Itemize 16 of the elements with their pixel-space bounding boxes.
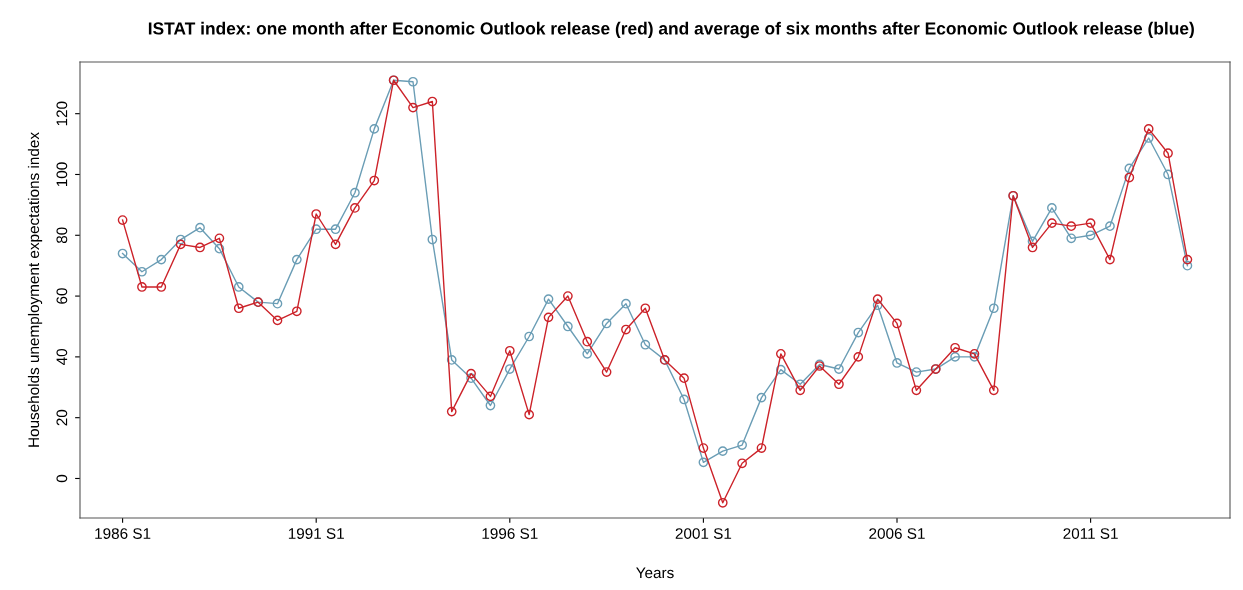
x-tick-label: 1991 S1: [288, 528, 344, 539]
x-axis-title: Years: [636, 567, 674, 579]
x-tick-label: 1986 S1: [95, 528, 151, 539]
y-tick-label: 20: [56, 409, 68, 426]
y-tick-label: 80: [56, 227, 68, 244]
y-tick-label: 60: [56, 288, 68, 304]
y-tick-label: 0: [56, 474, 68, 483]
y-tick-label: 40: [56, 348, 68, 366]
x-tick-label: 2011 S1: [1063, 528, 1118, 539]
y-axis-title: Households unemployment expectations index: [27, 132, 43, 447]
y-tick-label: 100: [56, 162, 68, 187]
x-tick-label: 2001 S1: [675, 528, 732, 539]
x-tick-label: 2006 S1: [869, 528, 925, 539]
x-tick-label: 1996 S1: [482, 528, 538, 539]
chart-title: ISTAT index: one month after Economic Outlook release (red) and average of six months after Economic Outlook release (blue): [148, 21, 1194, 39]
y-tick-label: 120: [56, 101, 68, 126]
